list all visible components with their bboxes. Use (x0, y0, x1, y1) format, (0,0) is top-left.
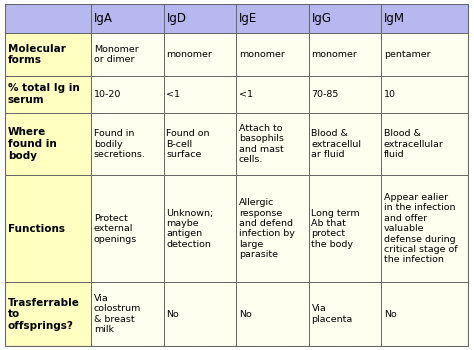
Text: Unknown;
maybe
antigen
detection: Unknown; maybe antigen detection (166, 209, 214, 249)
Text: Allergic
response
and defend
infection by
large
parasite: Allergic response and defend infection b… (239, 198, 295, 259)
Bar (309, 4, 381, 33)
Text: Molecular
forms: Molecular forms (8, 43, 65, 65)
Text: 70-85: 70-85 (311, 90, 339, 99)
Text: monomer: monomer (311, 50, 357, 59)
Bar (164, 282, 236, 346)
Bar (164, 113, 236, 175)
Text: IgE: IgE (239, 12, 257, 25)
Bar (164, 4, 236, 33)
Text: Long term
Ab that
protect
the body: Long term Ab that protect the body (311, 209, 360, 249)
Text: 10: 10 (384, 90, 396, 99)
Text: <1: <1 (166, 90, 181, 99)
Text: Trasferrable
to
offsprings?: Trasferrable to offsprings? (8, 298, 80, 331)
Bar (5, 4, 91, 33)
Text: Appear ealier
in the infection
and offer
valuable
defense during
critical stage : Appear ealier in the infection and offer… (384, 193, 457, 264)
Text: Via
placenta: Via placenta (311, 304, 353, 324)
Text: Found on
B-cell
surface: Found on B-cell surface (166, 129, 210, 159)
Bar (5, 113, 91, 175)
Text: monomer: monomer (239, 50, 285, 59)
Text: IgD: IgD (166, 12, 186, 25)
Text: Via
colostrum
& breast
milk: Via colostrum & breast milk (94, 294, 141, 334)
Text: No: No (384, 310, 397, 318)
Bar (5, 282, 91, 346)
Bar (91, 76, 164, 113)
Text: monomer: monomer (166, 50, 212, 59)
Bar (91, 4, 164, 33)
Bar (381, 282, 469, 346)
Bar (5, 76, 91, 113)
Text: Where
found in
body: Where found in body (8, 127, 56, 161)
Bar (236, 113, 309, 175)
Bar (164, 33, 236, 76)
Bar (309, 33, 381, 76)
Bar (381, 175, 469, 282)
Bar (309, 175, 381, 282)
Bar (236, 175, 309, 282)
Bar (164, 175, 236, 282)
Text: Blood &
extracellul
ar fluid: Blood & extracellul ar fluid (311, 129, 362, 159)
Bar (236, 4, 309, 33)
Bar (5, 33, 91, 76)
Text: Blood &
extracellular
fluid: Blood & extracellular fluid (384, 129, 444, 159)
Bar (381, 4, 469, 33)
Text: No: No (239, 310, 252, 318)
Bar (309, 282, 381, 346)
Bar (236, 282, 309, 346)
Bar (381, 33, 469, 76)
Text: Functions: Functions (8, 224, 64, 233)
Text: Found in
bodily
secretions.: Found in bodily secretions. (94, 129, 146, 159)
Bar (236, 33, 309, 76)
Text: pentamer: pentamer (384, 50, 430, 59)
Text: IgA: IgA (94, 12, 113, 25)
Text: No: No (166, 310, 179, 318)
Bar (309, 76, 381, 113)
Bar (381, 113, 469, 175)
Text: Attach to
basophils
and mast
cells.: Attach to basophils and mast cells. (239, 124, 284, 164)
Bar (5, 175, 91, 282)
Bar (91, 113, 164, 175)
Bar (236, 76, 309, 113)
Text: IgM: IgM (384, 12, 405, 25)
Text: IgG: IgG (311, 12, 331, 25)
Text: Monomer
or dimer: Monomer or dimer (94, 45, 139, 64)
Bar (381, 76, 469, 113)
Text: % total Ig in
serum: % total Ig in serum (8, 83, 80, 105)
Text: 10-20: 10-20 (94, 90, 121, 99)
Bar (91, 282, 164, 346)
Bar (91, 175, 164, 282)
Bar (164, 76, 236, 113)
Bar (91, 33, 164, 76)
Bar (309, 113, 381, 175)
Text: <1: <1 (239, 90, 253, 99)
Text: Protect
external
openings: Protect external openings (94, 214, 137, 244)
